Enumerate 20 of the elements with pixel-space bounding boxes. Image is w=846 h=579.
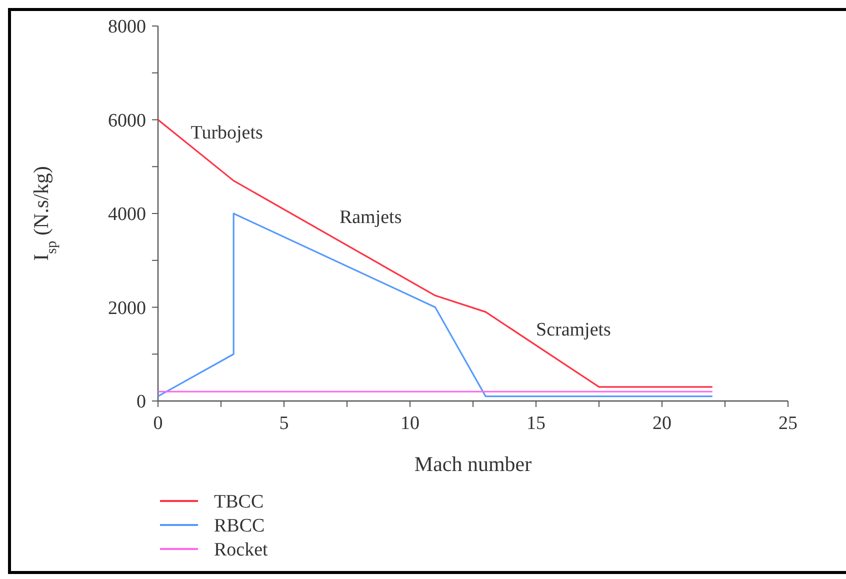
x-axis-title: Mach number [414, 452, 532, 476]
y-tick-label: 0 [136, 392, 146, 413]
x-tick-label: 25 [778, 413, 798, 434]
x-tick-label: 10 [400, 413, 420, 434]
x-tick-label: 0 [153, 413, 163, 434]
annotation: Ramjets [339, 206, 402, 228]
y-tick-label: 2000 [108, 298, 146, 319]
line-series [157, 118, 714, 388]
annotation: Scramjets [536, 319, 611, 340]
x-tick-label: 15 [526, 413, 546, 434]
y-tick-label: 4000 [108, 204, 146, 226]
x-tick-label: 5 [279, 413, 289, 434]
x-tick-label: 20 [652, 413, 672, 434]
y-tick-label: 8000 [108, 16, 146, 38]
annotation: Turbojets [190, 122, 263, 144]
legend-label: TBCC [214, 492, 264, 513]
y-tick-label: 6000 [108, 110, 146, 132]
legend-label: Rocket [214, 540, 269, 561]
legend-label: RBCC [214, 516, 265, 537]
line-series [157, 212, 714, 398]
